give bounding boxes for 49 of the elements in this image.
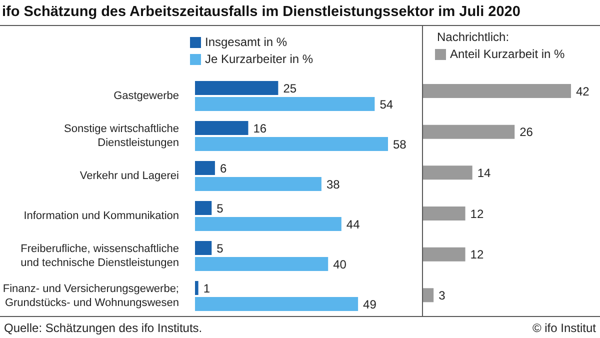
chart-title: ifo Schätzung des Arbeitszeitausfalls im Dienstleistungssektor im Juli 2020 bbox=[0, 0, 600, 26]
bar bbox=[423, 124, 515, 139]
data-label: 25 bbox=[283, 81, 297, 96]
bar bbox=[423, 206, 466, 220]
data-label: 5 bbox=[216, 201, 224, 216]
bar bbox=[195, 161, 215, 175]
bar bbox=[195, 281, 198, 295]
y-tick-label: Freiberufliche, wissenschaftliche und technische Dienstleistungen bbox=[20, 243, 179, 269]
bar bbox=[423, 288, 434, 302]
text: © ifo Institut bbox=[532, 320, 596, 334]
legend-label: Insgesamt in % bbox=[205, 35, 288, 49]
y-tick-label: Verkehr und Lagerei bbox=[80, 170, 179, 182]
legend-label: Anteil Kurzarbeit in % bbox=[450, 47, 565, 61]
data-label: 40 bbox=[333, 257, 347, 272]
bar bbox=[195, 201, 212, 215]
bar bbox=[195, 217, 342, 231]
data-label: 49 bbox=[363, 297, 377, 312]
data-label: 42 bbox=[576, 84, 590, 98]
y-tick-label: Sonstige wirtschaftliche Dienstleistungen bbox=[64, 123, 179, 149]
data-label: 14 bbox=[477, 166, 492, 180]
bar bbox=[195, 97, 375, 111]
data-label: 26 bbox=[520, 125, 534, 140]
data-label: 54 bbox=[380, 97, 394, 112]
bar bbox=[195, 177, 322, 191]
data-label: 58 bbox=[393, 137, 407, 152]
legend-label: Je Kurzarbeiter in % bbox=[205, 52, 314, 66]
bar bbox=[195, 257, 328, 271]
chart-title: Nachrichtlich: bbox=[436, 29, 510, 46]
data-label: 1 bbox=[203, 281, 210, 296]
data-label: 44 bbox=[346, 217, 360, 232]
bar bbox=[195, 297, 358, 311]
data-label: 6 bbox=[220, 161, 227, 176]
bar bbox=[195, 81, 278, 95]
bar bbox=[423, 247, 466, 262]
y-tick-label: Information und Kommunikation bbox=[24, 210, 179, 222]
data-label: 5 bbox=[216, 241, 224, 256]
bar bbox=[195, 121, 248, 135]
data-label: 3 bbox=[438, 288, 446, 302]
data-label: 12 bbox=[470, 206, 484, 221]
bar bbox=[195, 241, 212, 255]
data-label: 12 bbox=[470, 248, 484, 262]
bar bbox=[195, 137, 388, 151]
bar bbox=[423, 84, 571, 98]
data-label: 16 bbox=[253, 121, 267, 136]
data-label: 38 bbox=[326, 177, 340, 192]
bar bbox=[423, 166, 472, 180]
y-tick-label: Finanz- und Versicherungsgewerbe; Grundstücks- und Wohnungswesen bbox=[2, 283, 179, 309]
y-tick-label: Gastgewerbe bbox=[114, 90, 179, 102]
source-note: Quelle: Schätzungen des ifo Instituts. bbox=[4, 320, 202, 334]
